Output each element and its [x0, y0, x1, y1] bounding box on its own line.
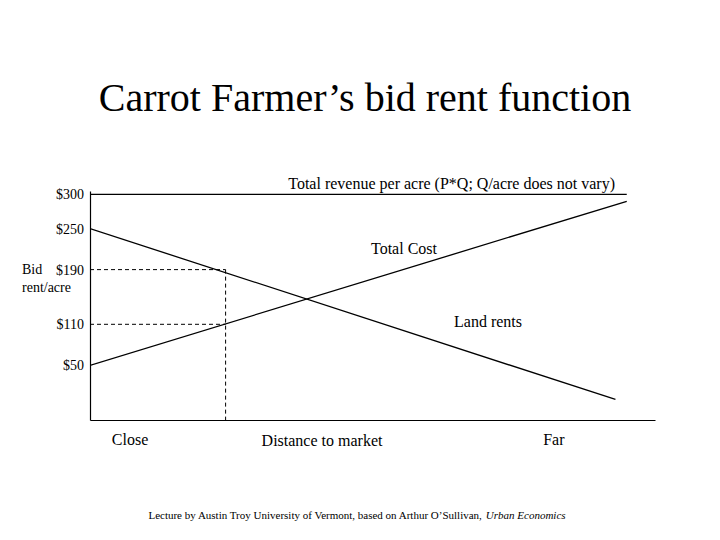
y-tick: $110	[57, 317, 90, 332]
y-tick-label: $50	[63, 358, 84, 373]
series-line	[90, 194, 627, 195]
series-label: Total Cost	[371, 240, 438, 257]
x-tick-label: Close	[112, 431, 148, 448]
y-axis-title: Bid rent/acre	[22, 262, 71, 295]
x-axis-line	[91, 420, 656, 421]
y-tick: $50	[63, 358, 90, 373]
x-tick: Close	[112, 420, 148, 448]
series-label: Land rents	[454, 313, 522, 330]
chart: Carrot Farmer’s bid rent function $300 $25…	[0, 0, 720, 540]
x-tick-label: Far	[543, 431, 565, 448]
series-line	[90, 201, 627, 365]
series-label: Total revenue per acre (P*Q; Q/acre does…	[288, 175, 615, 193]
y-axis-title-line: Bid	[22, 262, 42, 277]
y-axis-title-line: rent/acre	[22, 280, 71, 295]
series-line	[90, 229, 615, 400]
source-note: Lecture by Austin Troy University of Ver…	[148, 509, 565, 521]
x-axis-title: Distance to market	[262, 432, 383, 449]
guide-vertical	[225, 270, 226, 420]
y-tick: $190	[56, 263, 90, 278]
y-tick-label: $250	[56, 222, 84, 237]
y-tick-label: $190	[56, 263, 84, 278]
y-tick: $300	[56, 187, 90, 202]
source-note-part: Urban Economics	[486, 509, 566, 521]
y-tick-label: $110	[57, 317, 84, 332]
guide-horizontal	[90, 269, 226, 270]
x-axis: Close Far	[91, 420, 656, 448]
guide-horizontal	[90, 324, 226, 325]
plot-area	[90, 194, 627, 420]
source-note-part: Lecture by Austin Troy University of Ver…	[148, 509, 482, 521]
title: Carrot Farmer’s bid rent function	[99, 75, 631, 120]
y-tick: $250	[56, 222, 90, 237]
x-tick: Far	[543, 420, 565, 448]
y-axis: $300 $250 $190 $110 $50	[56, 187, 91, 420]
y-tick-label: $300	[56, 187, 84, 202]
y-axis-line	[90, 192, 91, 421]
